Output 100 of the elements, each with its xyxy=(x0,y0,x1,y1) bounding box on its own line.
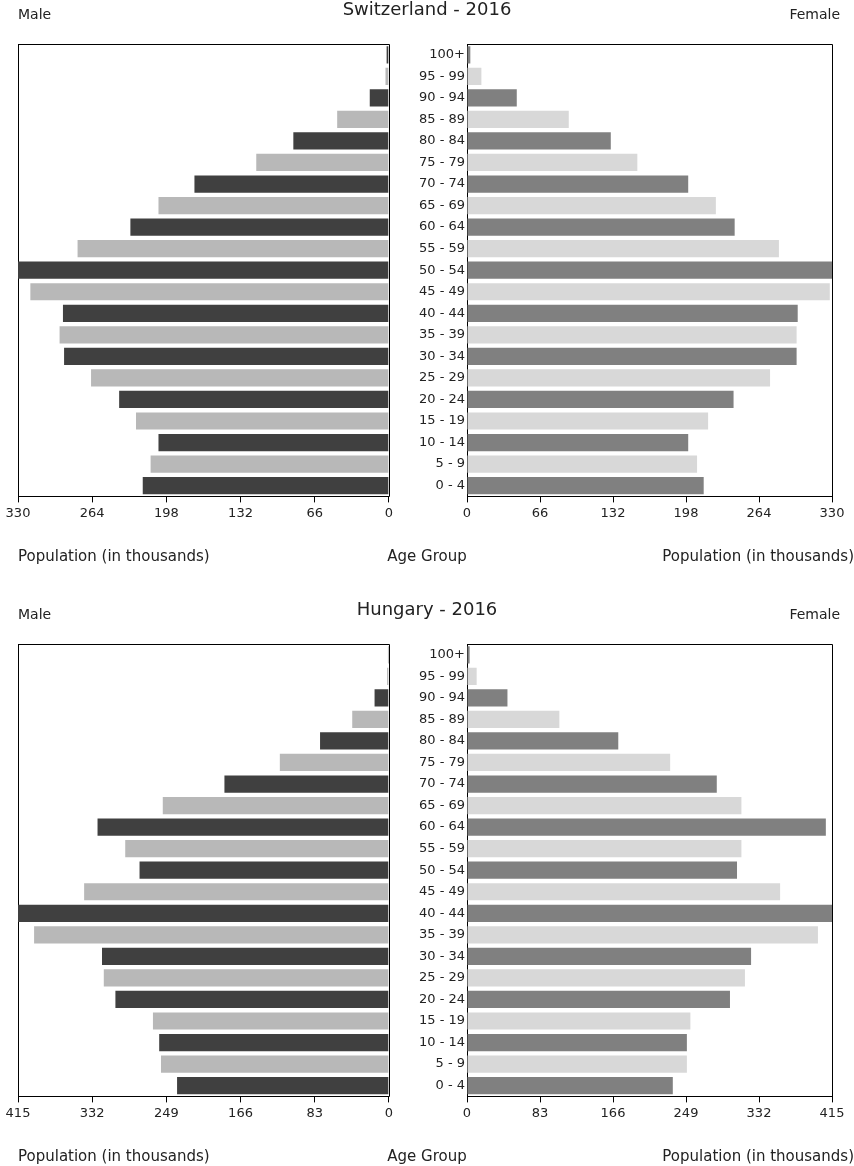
x-tick-label: 66 xyxy=(306,504,323,520)
y-tick-label: 90 - 94 xyxy=(418,89,465,105)
bar xyxy=(467,926,818,944)
x-tick-label: 0 xyxy=(462,504,472,520)
y-tick-label: 55 - 59 xyxy=(418,840,465,856)
bar xyxy=(97,818,389,836)
chart-title: Female xyxy=(789,606,840,622)
y-tick-label: 100+ xyxy=(429,46,465,62)
x-tick-label: 249 xyxy=(673,1104,699,1120)
bar xyxy=(152,1012,389,1030)
bar xyxy=(352,710,389,729)
bar xyxy=(194,175,389,193)
bar xyxy=(224,775,389,793)
x-tick-label: 264 xyxy=(746,504,772,520)
text: Age Group xyxy=(387,547,467,565)
bar xyxy=(467,753,671,772)
x-tick-label: 198 xyxy=(673,504,699,520)
bar xyxy=(84,883,389,901)
bar xyxy=(467,218,735,236)
bar xyxy=(467,969,745,987)
y-tick-label: 85 - 89 xyxy=(418,710,465,726)
x-tick-label: 0 xyxy=(384,504,394,520)
bar xyxy=(467,110,569,129)
x-tick-label: 332 xyxy=(746,1104,772,1120)
bar xyxy=(256,153,389,172)
bar xyxy=(467,840,742,858)
bar xyxy=(160,1055,389,1073)
y-tick-label: 75 - 79 xyxy=(418,753,465,769)
y-tick-label: 65 - 69 xyxy=(418,796,465,812)
text: Switzerland - 2016 xyxy=(342,0,512,19)
x-tick-label: 415 xyxy=(5,1104,31,1120)
bar xyxy=(293,132,389,150)
x-tick-label: 249 xyxy=(153,1104,179,1120)
y-tick-label: 10 - 14 xyxy=(418,1033,465,1049)
bar xyxy=(30,283,389,301)
bar xyxy=(467,990,730,1009)
x-tick-label: 132 xyxy=(600,504,626,520)
bar xyxy=(162,796,389,815)
y-tick-label: 75 - 79 xyxy=(418,153,465,169)
bar xyxy=(467,667,477,685)
bar xyxy=(103,969,389,987)
bar xyxy=(467,412,709,430)
x-tick-label: 264 xyxy=(79,504,105,520)
bar xyxy=(467,261,832,279)
chart-title: Male xyxy=(18,6,52,22)
y-tick-label: 40 - 44 xyxy=(418,904,465,920)
bar xyxy=(62,304,389,322)
x-axis-title: Population (in thousands) xyxy=(18,1147,210,1165)
y-tick-label: 95 - 99 xyxy=(418,667,465,683)
text: Age Group xyxy=(387,1147,467,1165)
y-tick-label: 25 - 29 xyxy=(418,369,465,385)
bar xyxy=(467,304,798,322)
y-tick-label: 45 - 49 xyxy=(418,283,465,299)
bar xyxy=(119,390,389,409)
y-tick-label: 95 - 99 xyxy=(418,67,465,83)
y-tick-label: 35 - 39 xyxy=(418,926,465,942)
bar xyxy=(467,947,752,965)
bar xyxy=(467,455,698,473)
x-axis-title: Population (in thousands) xyxy=(662,547,854,565)
bar xyxy=(159,1033,389,1052)
x-tick-label: 332 xyxy=(79,1104,105,1120)
bar xyxy=(142,477,389,495)
x-axis-title: Population (in thousands) xyxy=(18,547,210,565)
bar xyxy=(467,818,826,836)
bar xyxy=(385,67,389,85)
bar xyxy=(77,240,389,258)
x-tick-label: 83 xyxy=(531,1104,549,1120)
y-tick-label: 70 - 74 xyxy=(418,775,465,791)
x-tick-label: 0 xyxy=(462,1104,472,1120)
bar xyxy=(115,990,389,1009)
y-tick-label: 10 - 14 xyxy=(418,433,465,449)
bar xyxy=(59,326,389,344)
bar xyxy=(158,196,389,215)
bar xyxy=(467,1012,691,1030)
bar xyxy=(467,240,779,258)
bar xyxy=(467,283,830,301)
y-tick-label: 50 - 54 xyxy=(418,261,465,277)
y-tick-label: 35 - 39 xyxy=(418,326,465,342)
y-tick-label: 25 - 29 xyxy=(418,969,465,985)
y-tick-label: 45 - 49 xyxy=(418,883,465,899)
y-tick-label: 100+ xyxy=(429,646,465,662)
bar xyxy=(150,455,389,473)
x-axis-title: Population (in thousands) xyxy=(662,1147,854,1165)
bar xyxy=(467,1033,687,1052)
bar xyxy=(467,1055,687,1073)
y-tick-label: 85 - 89 xyxy=(418,110,465,126)
y-tick-label: 15 - 19 xyxy=(418,412,465,428)
x-tick-label: 166 xyxy=(228,1104,253,1120)
y-tick-label: 20 - 24 xyxy=(418,990,465,1006)
bar xyxy=(467,175,689,193)
bar xyxy=(467,1077,673,1095)
bar xyxy=(18,261,389,279)
bar xyxy=(467,646,470,664)
bar xyxy=(125,840,389,858)
bar xyxy=(467,861,738,879)
bar xyxy=(467,689,508,707)
bar xyxy=(467,132,611,150)
y-tick-label: 5 - 9 xyxy=(435,1055,465,1071)
y-tick-label: 55 - 59 xyxy=(418,240,465,256)
x-tick-label: 166 xyxy=(600,1104,626,1120)
